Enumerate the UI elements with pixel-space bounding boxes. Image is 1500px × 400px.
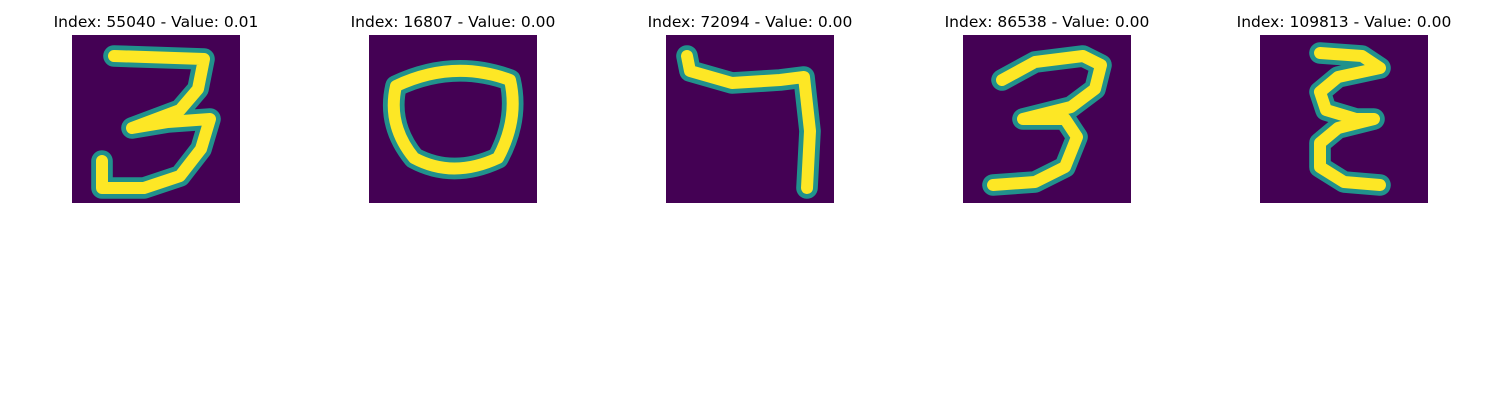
digit-image <box>72 35 240 203</box>
digit-image <box>1260 35 1428 203</box>
panel-title: Index: 86538 - Value: 0.00 <box>944 13 1150 31</box>
digit-image <box>666 35 834 203</box>
image-panel-2: Index: 16807 - Value: 0.00 <box>323 10 583 210</box>
image-panel-1: Index: 55040 - Value: 0.01 <box>26 10 286 210</box>
panel-title: Index: 109813 - Value: 0.00 <box>1236 13 1452 31</box>
image-panel-3: Index: 72094 - Value: 0.00 <box>620 10 880 210</box>
digit-image <box>963 35 1131 203</box>
image-panel-4: Index: 86538 - Value: 0.00 <box>917 10 1177 210</box>
digit-image <box>369 35 537 203</box>
panel-title: Index: 72094 - Value: 0.00 <box>647 13 853 31</box>
panel-title: Index: 55040 - Value: 0.01 <box>53 13 259 31</box>
image-panel-5: Index: 109813 - Value: 0.00 <box>1214 10 1474 210</box>
panel-title: Index: 16807 - Value: 0.00 <box>350 13 556 31</box>
